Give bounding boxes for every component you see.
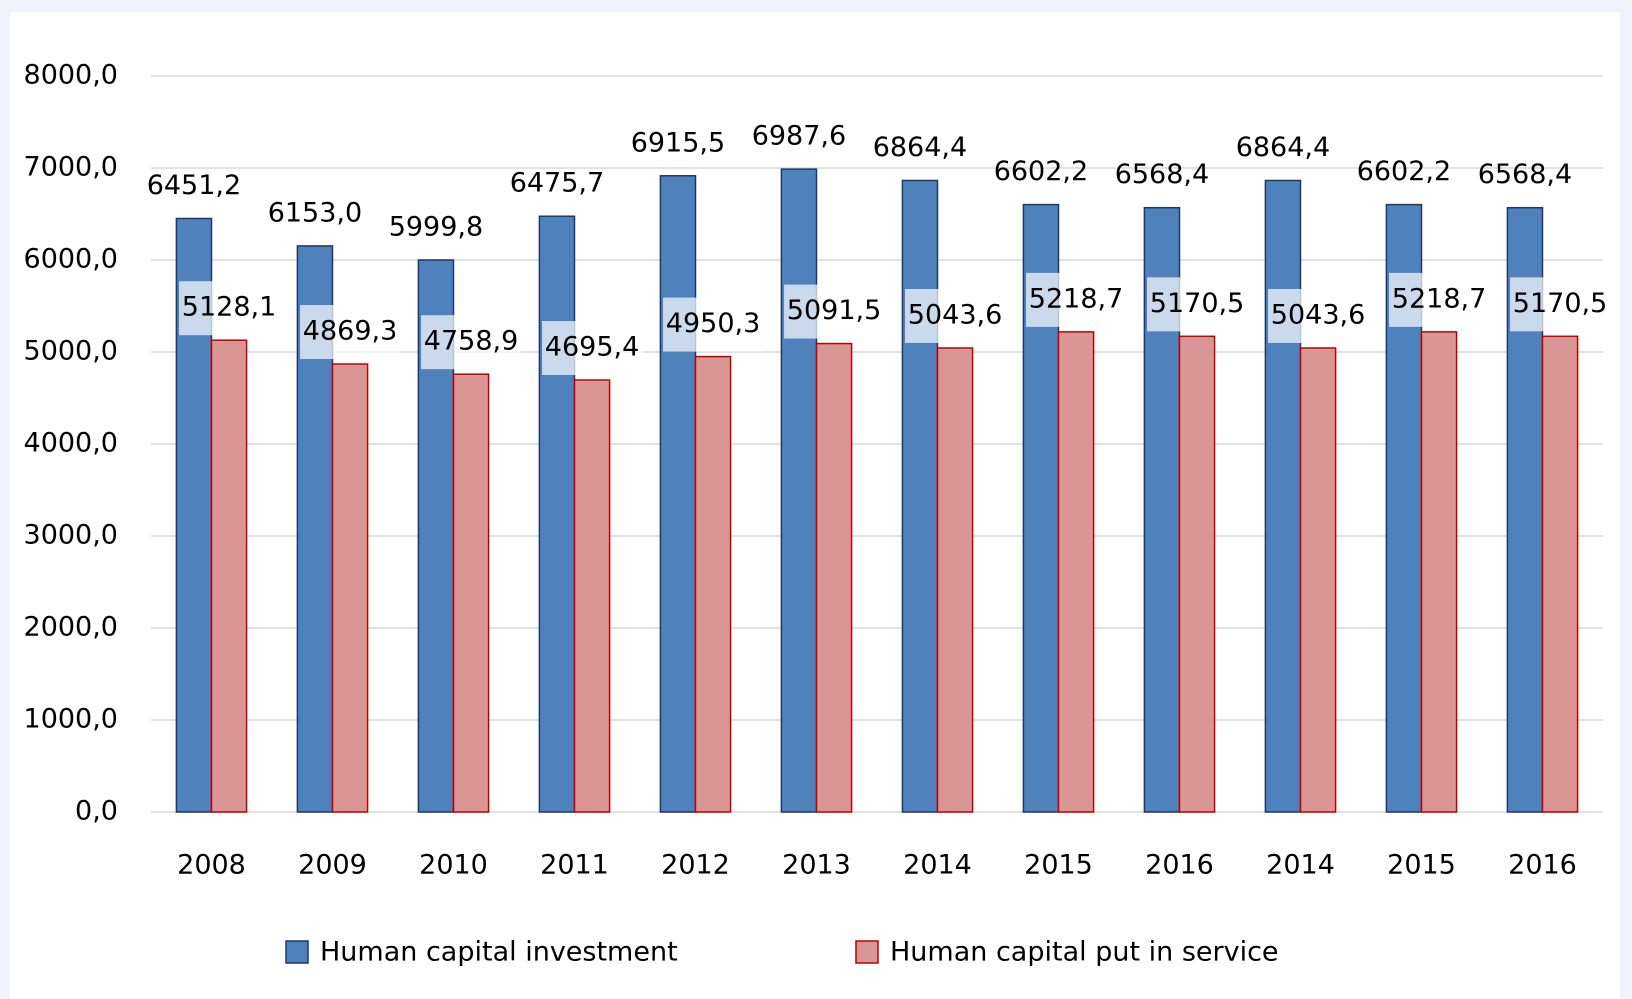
bar: [901, 179, 939, 813]
label-background: [300, 305, 401, 360]
x-tick-label: 2009: [298, 850, 367, 881]
label-background: [179, 281, 280, 336]
bar: [331, 363, 369, 813]
data-label: 5170,5: [1150, 288, 1244, 319]
x-tick-label: 2015: [1024, 850, 1093, 881]
bar: [936, 347, 974, 813]
bar: [1541, 335, 1579, 813]
y-tick-label: 5000,0: [24, 336, 118, 367]
label-background: [1510, 277, 1611, 332]
x-tick-label: 2011: [540, 850, 609, 881]
data-label: 5043,6: [908, 299, 1002, 330]
bar: [815, 342, 853, 813]
data-label: 5218,7: [1392, 283, 1486, 314]
y-tick-label: 0,0: [75, 796, 118, 827]
data-label: 6602,2: [1357, 156, 1451, 187]
x-tick-label: 2012: [661, 850, 730, 881]
data-label: 6568,4: [1115, 159, 1209, 190]
y-tick-label: 2000,0: [24, 612, 118, 643]
bar: [452, 373, 490, 813]
legend-label: Human capital put in service: [890, 937, 1279, 968]
y-tick-label: 3000,0: [24, 520, 118, 551]
x-tick-label: 2014: [1266, 850, 1335, 881]
data-label: 6864,4: [873, 132, 967, 163]
data-label: 5999,8: [389, 212, 483, 243]
bar: [1299, 347, 1337, 813]
bar: [1264, 179, 1302, 813]
bar: [1420, 331, 1458, 813]
data-label: 5128,1: [182, 292, 276, 323]
data-label: 5091,5: [787, 295, 881, 326]
data-label: 6568,4: [1478, 159, 1572, 190]
x-tick-label: 2014: [903, 850, 972, 881]
data-label: 5218,7: [1029, 283, 1123, 314]
data-label: 4950,3: [666, 308, 760, 339]
data-label: 6475,7: [510, 168, 604, 199]
data-label: 6602,2: [994, 156, 1088, 187]
data-label: 6915,5: [631, 127, 725, 158]
y-tick-label: 1000,0: [24, 704, 118, 735]
data-label: 5043,6: [1271, 299, 1365, 330]
legend-swatch: [285, 940, 309, 964]
label-background: [905, 288, 1006, 343]
legend-swatch: [855, 940, 879, 964]
label-background: [784, 284, 885, 339]
label-background: [1268, 288, 1369, 343]
x-tick-label: 2016: [1145, 850, 1214, 881]
data-label: 4869,3: [303, 316, 397, 347]
y-tick-label: 6000,0: [24, 244, 118, 275]
y-tick-label: 4000,0: [24, 428, 118, 459]
label-background: [421, 315, 522, 370]
x-tick-label: 2015: [1387, 850, 1456, 881]
data-label: 6153,0: [268, 197, 362, 228]
data-label: 5170,5: [1513, 288, 1607, 319]
bar: [210, 339, 248, 813]
data-label: 6864,4: [1236, 132, 1330, 163]
label-background: [1389, 272, 1490, 327]
x-tick-label: 2008: [177, 850, 246, 881]
x-tick-label: 2016: [1508, 850, 1577, 881]
bar: [659, 175, 697, 813]
bar: [1178, 335, 1216, 813]
data-label: 6987,6: [752, 121, 846, 152]
data-label: 4695,4: [545, 332, 639, 363]
label-background: [663, 297, 764, 352]
x-tick-label: 2013: [782, 850, 851, 881]
data-label: 6451,2: [147, 170, 241, 201]
legend-label: Human capital investment: [320, 937, 678, 968]
bar: [573, 379, 611, 813]
bar: [780, 168, 818, 813]
label-background: [1026, 272, 1127, 327]
data-label: 4758,9: [424, 326, 518, 357]
y-tick-label: 7000,0: [24, 152, 118, 183]
bar: [538, 215, 576, 813]
bar: [694, 355, 732, 813]
label-background: [1147, 277, 1248, 332]
bar: [1057, 331, 1095, 813]
label-background: [542, 321, 643, 376]
x-tick-label: 2010: [419, 850, 488, 881]
y-tick-label: 8000,0: [24, 60, 118, 91]
